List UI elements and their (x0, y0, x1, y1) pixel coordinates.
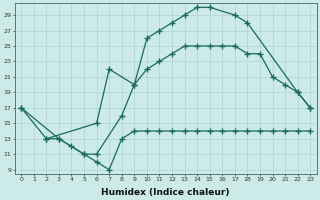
X-axis label: Humidex (Indice chaleur): Humidex (Indice chaleur) (101, 188, 230, 197)
